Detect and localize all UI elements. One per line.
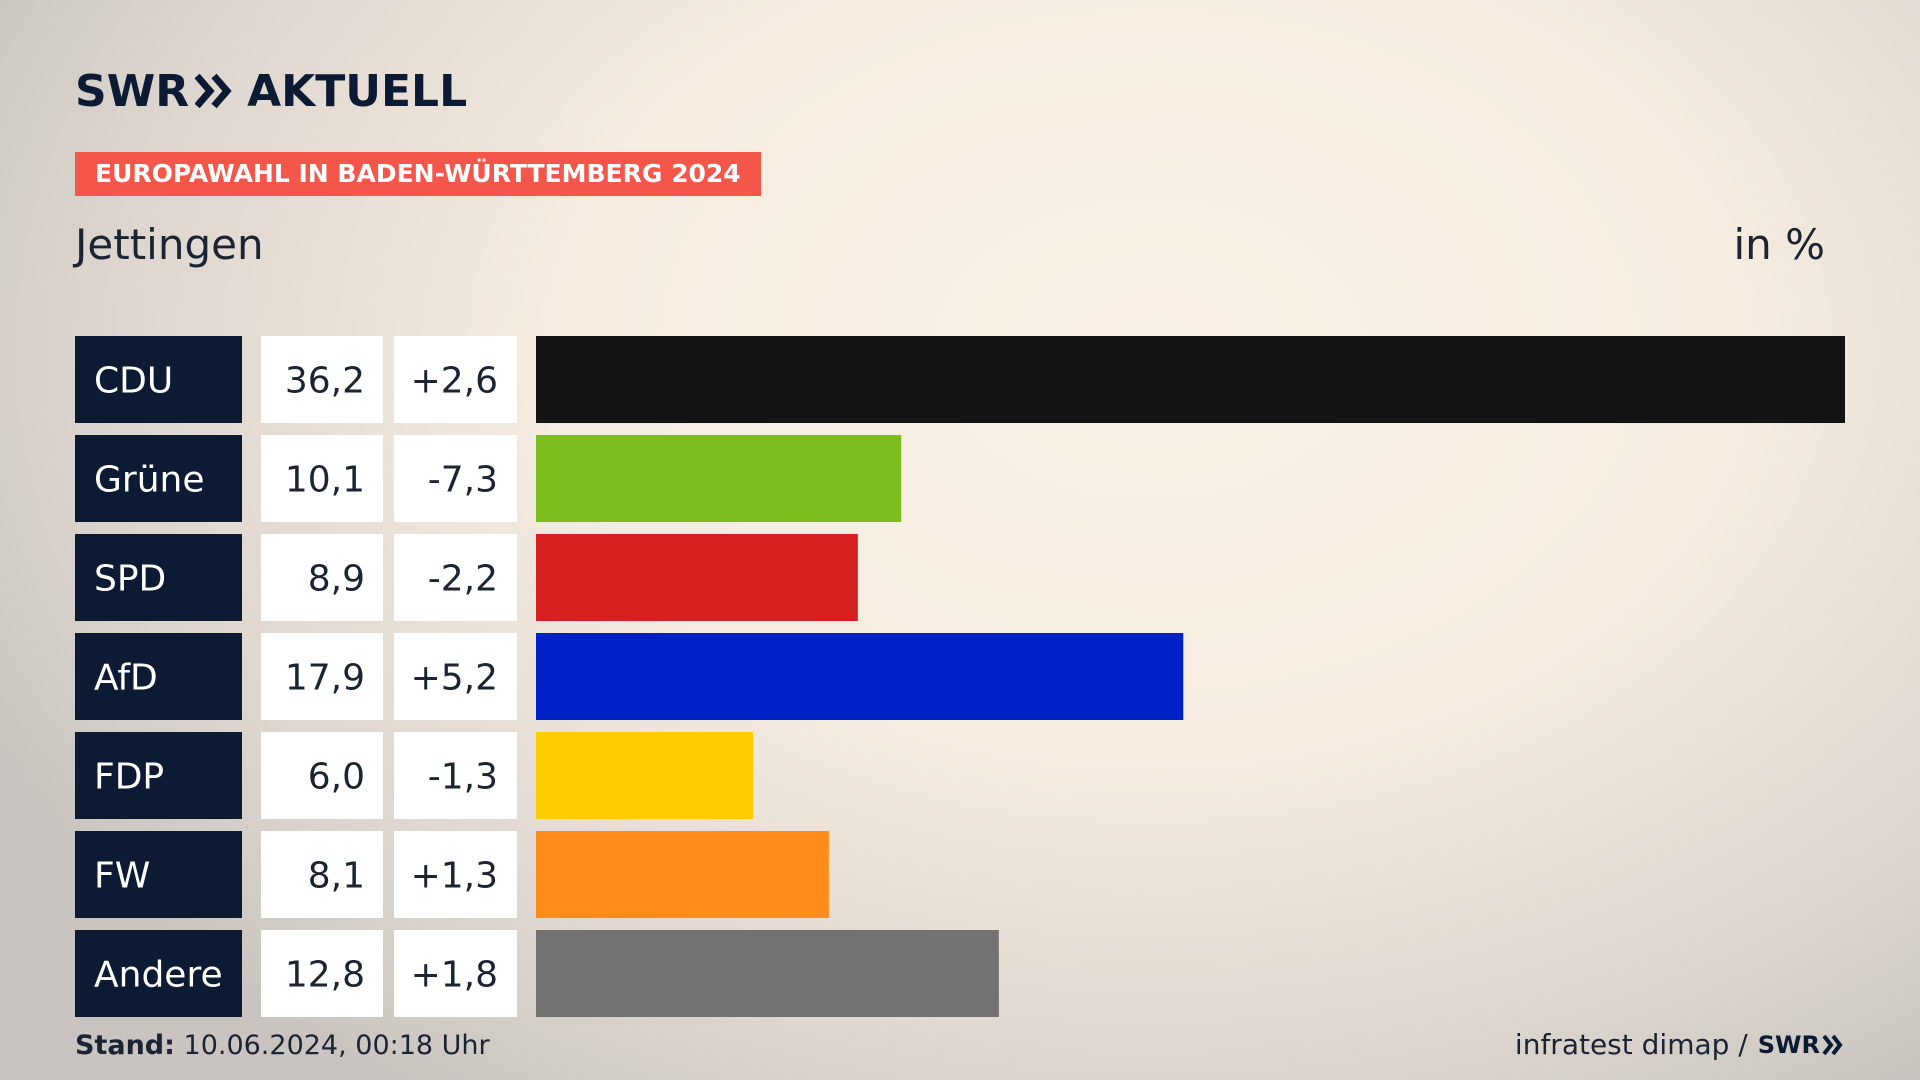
result-bar xyxy=(536,930,999,1017)
party-label: Grüne xyxy=(94,460,204,501)
vote-share-label: 8,9 xyxy=(308,559,365,600)
party-label-cell xyxy=(75,336,242,423)
swr-aktuell-logo: SWR AKTUELL xyxy=(75,65,468,117)
vote-change-label: +5,2 xyxy=(411,658,498,699)
double-chevron-icon xyxy=(1822,1034,1843,1055)
election-badge: EUROPAWAHL IN BADEN-WÜRTTEMBERG 2024 xyxy=(75,152,761,196)
swr-wordmark: SWR xyxy=(75,65,190,117)
party-label-cell xyxy=(75,633,242,720)
result-bar xyxy=(536,534,858,621)
party-label-cell xyxy=(75,732,242,819)
vote-change-cell xyxy=(394,930,517,1017)
vote-share-cell xyxy=(261,534,383,621)
party-label: FW xyxy=(94,856,150,897)
result-bar xyxy=(536,732,753,819)
vote-change-cell xyxy=(394,336,517,423)
vote-share-label: 36,2 xyxy=(285,361,365,402)
vote-share-label: 6,0 xyxy=(308,757,365,798)
party-label-cell xyxy=(75,831,242,918)
party-label: CDU xyxy=(94,361,173,402)
vote-change-cell xyxy=(394,435,517,522)
source-credit: infratest dimap / SWR xyxy=(1515,1028,1844,1061)
vote-change-label: +1,3 xyxy=(411,856,498,897)
vote-share-cell xyxy=(261,831,383,918)
swr-small-wordmark: SWR xyxy=(1757,1030,1820,1059)
vote-share-label: 10,1 xyxy=(285,460,365,501)
vote-change-label: +1,8 xyxy=(411,955,498,996)
vote-change-cell xyxy=(394,633,517,720)
result-bar xyxy=(536,831,829,918)
vote-share-cell xyxy=(261,435,383,522)
party-label: SPD xyxy=(94,559,166,600)
source-text: infratest dimap / xyxy=(1514,1028,1748,1061)
vote-share-cell xyxy=(261,633,383,720)
place-title: Jettingen xyxy=(75,220,264,269)
aktuell-wordmark: AKTUELL xyxy=(247,65,468,117)
stand-label: Stand: xyxy=(75,1030,175,1061)
party-label-cell xyxy=(75,930,242,1017)
vote-change-cell xyxy=(394,732,517,819)
party-label: Andere xyxy=(94,955,223,996)
timestamp: Stand: 10.06.2024, 00:18 Uhr xyxy=(75,1030,490,1061)
party-label-cell xyxy=(75,435,242,522)
vote-share-cell xyxy=(261,732,383,819)
party-label: FDP xyxy=(94,757,164,798)
vote-share-label: 8,1 xyxy=(308,856,365,897)
vote-change-cell xyxy=(394,534,517,621)
party-label-cell xyxy=(75,534,242,621)
party-label: AfD xyxy=(94,658,158,699)
vote-change-label: -7,3 xyxy=(428,460,498,501)
result-bar xyxy=(536,435,902,522)
vote-change-cell xyxy=(394,831,517,918)
vote-change-label: -2,2 xyxy=(428,559,498,600)
stand-value: 10.06.2024, 00:18 Uhr xyxy=(183,1030,490,1061)
unit-label: in % xyxy=(1733,220,1825,269)
double-chevron-icon xyxy=(195,73,232,109)
vote-share-cell xyxy=(261,336,383,423)
vote-change-label: +2,6 xyxy=(411,361,498,402)
vote-share-label: 12,8 xyxy=(285,955,365,996)
result-bar xyxy=(536,336,1845,423)
result-bar xyxy=(536,633,1184,720)
vote-share-cell xyxy=(261,930,383,1017)
vote-change-label: -1,3 xyxy=(428,757,498,798)
vote-share-label: 17,9 xyxy=(285,658,365,699)
